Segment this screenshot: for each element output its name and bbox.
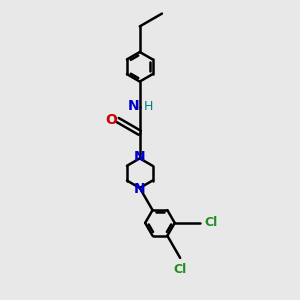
Text: N: N xyxy=(134,150,146,164)
Text: Cl: Cl xyxy=(204,216,218,230)
Text: Cl: Cl xyxy=(173,262,187,275)
Text: N: N xyxy=(134,182,146,196)
Text: O: O xyxy=(105,113,117,127)
Text: H: H xyxy=(143,100,153,113)
Text: N: N xyxy=(128,99,140,113)
